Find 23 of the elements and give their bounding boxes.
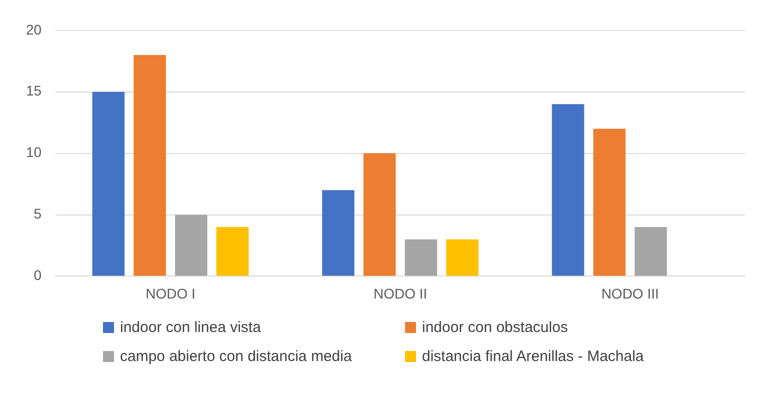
bar (446, 239, 478, 276)
bar (552, 104, 584, 276)
legend-label: indoor con obstaculos (422, 319, 568, 336)
bar (593, 128, 626, 276)
bar (134, 54, 166, 276)
legend-label: indoor con linea vista (120, 319, 261, 336)
bar (322, 190, 354, 276)
bar (404, 239, 438, 276)
x-tick-label: NODO I (146, 285, 196, 302)
legend-label: distancia final Arenillas - Machala (422, 348, 644, 365)
y-tick-label: 0 (34, 267, 42, 284)
bar (216, 227, 249, 276)
y-tick-label: 15 (26, 82, 42, 99)
x-tick-label: NODO II (373, 285, 428, 302)
bar (363, 153, 396, 276)
x-tick-label: NODO III (601, 285, 659, 302)
y-tick-label: 20 (26, 21, 42, 38)
y-tick-label: 5 (34, 206, 42, 222)
bar (175, 214, 208, 276)
y-tick-label: 10 (26, 144, 42, 160)
legend-label: campo abierto con distancia media (120, 348, 352, 365)
bar (92, 92, 125, 276)
bar (634, 227, 667, 276)
